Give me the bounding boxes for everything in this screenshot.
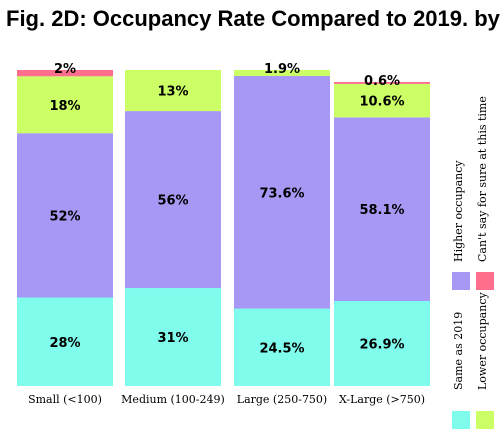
category-label-large-250-750: Large (250-750) [237, 393, 327, 406]
bar-segment-higher-occupancy-large-250-750 [234, 76, 330, 309]
data-label-lower-occupancy-small-100: 18% [49, 99, 80, 114]
bar-segment-lower-occupancy-large-250-750 [234, 70, 330, 76]
category-label-x-large-750: X-Large (>750) [339, 393, 425, 406]
legend-swatch-higher-occupancy [452, 272, 470, 290]
data-label-same-as-2019-x-large-750: 26.9% [359, 338, 404, 353]
bar-segment-lower-occupancy-medium-100-249 [125, 70, 221, 112]
data-label-lower-occupancy-x-large-750: 10.6% [359, 95, 404, 110]
category-label-small-100: Small (<100) [28, 393, 102, 406]
data-label-lower-occupancy-large-250-750: 1.9% [264, 62, 300, 77]
chart-title: Fig. 2D: Occupancy Rate Compared to 2019… [6, 6, 500, 31]
data-label-higher-occupancy-x-large-750: 58.1% [359, 203, 404, 218]
legend-label-lower-occupancy: Lower occupancy [476, 292, 489, 390]
legend: Higher occupancy Can't say for sure at th… [452, 96, 494, 429]
legend-label-higher-occupancy: Higher occupancy [452, 160, 465, 262]
bar-segment-higher-occupancy-small-100 [17, 133, 113, 298]
bar-segment-same-as-2019-medium-100-249 [125, 288, 221, 386]
bar-segment-lower-occupancy-small-100 [17, 76, 113, 134]
data-label-higher-occupancy-medium-100-249: 56% [157, 194, 188, 209]
bar-segment-same-as-2019-large-250-750 [234, 308, 330, 386]
legend-label-can-t-say-for-sure-at-this-time: Can't say for sure at this time [476, 96, 489, 262]
data-label-same-as-2019-small-100: 28% [49, 336, 80, 351]
data-label-same-as-2019-medium-100-249: 31% [157, 331, 188, 346]
legend-swatch-can-t-say-for-sure-at-this-time [476, 272, 494, 290]
legend-swatch-lower-occupancy [476, 411, 494, 429]
data-label-higher-occupancy-small-100: 52% [49, 209, 80, 224]
bar-segment-higher-occupancy-x-large-750 [334, 117, 430, 302]
data-label-same-as-2019-large-250-750: 24.5% [259, 341, 304, 356]
bar-segment-same-as-2019-small-100 [17, 297, 113, 386]
category-labels: Small (<100) Medium (100-249) Large (250-7… [28, 393, 425, 406]
legend-swatch-same-as-2019 [452, 411, 470, 429]
data-label-higher-occupancy-large-250-750: 73.6% [259, 186, 304, 201]
bar-area: 28% 52% 18% 2% 31% 56% 13% 24.5% 73.6% 1.9% 26.9% 5… [17, 62, 430, 386]
bar-segment-same-as-2019-x-large-750 [334, 301, 430, 386]
bar-segment-can-t-say-for-sure-at-this-time-x-large-750 [334, 82, 430, 84]
bar-segment-can-t-say-for-sure-at-this-time-small-100 [17, 70, 113, 77]
bar-segment-higher-occupancy-medium-100-249 [125, 111, 221, 289]
bar-segment-lower-occupancy-x-large-750 [334, 83, 430, 118]
data-label-can-t-say-for-sure-at-this-time-small-100: 2% [54, 62, 76, 77]
legend-label-same-as-2019: Same as 2019 [452, 312, 465, 390]
data-label-lower-occupancy-medium-100-249: 13% [157, 85, 188, 100]
category-label-medium-100-249: Medium (100-249) [121, 393, 225, 406]
data-label-can-t-say-for-sure-at-this-time-x-large-750: 0.6% [364, 74, 400, 89]
